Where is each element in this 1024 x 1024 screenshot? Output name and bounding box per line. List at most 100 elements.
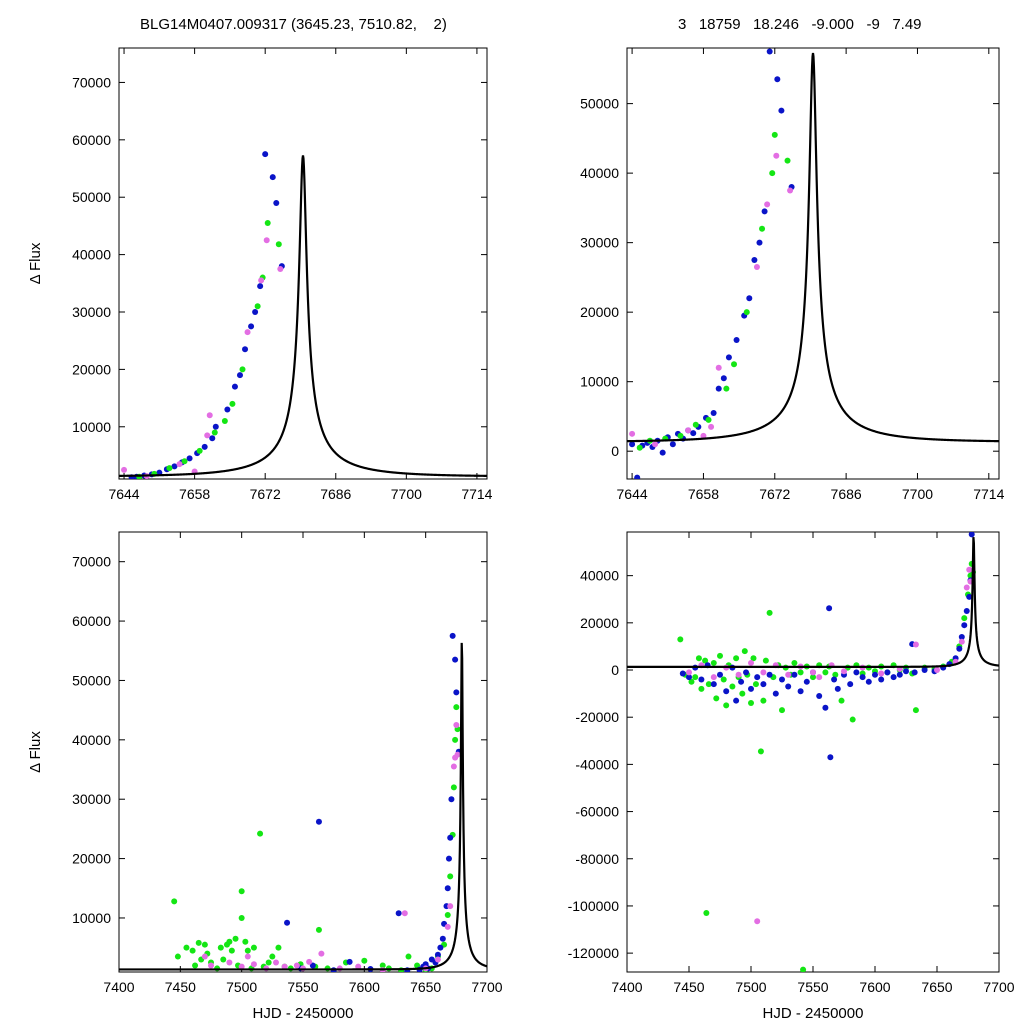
data-point-blue: [453, 689, 460, 696]
y-tick-label: 20000: [580, 304, 619, 320]
data-point-blue: [448, 796, 455, 803]
y-tick-label: 60000: [72, 613, 111, 629]
data-point-green: [269, 953, 276, 960]
panel-bottom-right: 7400 7450 7500 7550 7600 7650 7700 -120000 -1000…: [568, 531, 1015, 1022]
data-point-magenta: [934, 667, 940, 674]
data-point-magenta: [450, 763, 457, 770]
y-tick-label: 70000: [72, 74, 111, 90]
data-point-magenta: [963, 584, 970, 591]
data-point-blue: [315, 818, 322, 825]
data-point-green: [244, 947, 251, 954]
data-point-blue: [760, 681, 767, 688]
plot-area: [119, 151, 487, 479]
data-point-green: [181, 458, 188, 465]
data-point-green: [797, 669, 804, 676]
x-tick-label: 7644: [108, 486, 139, 502]
data-point-magenta: [764, 201, 771, 208]
data-point-blue: [717, 671, 723, 678]
data-point-blue: [766, 48, 773, 55]
data-point-green: [743, 309, 750, 316]
y-tick-label: -60000: [575, 804, 619, 820]
data-point-green: [733, 655, 740, 662]
data-point-green: [849, 716, 856, 723]
y-tick-label: 60000: [72, 132, 111, 148]
y-tick-label: 0: [611, 662, 619, 678]
data-point-green: [379, 962, 386, 969]
data-point-magenta: [912, 641, 919, 648]
data-point-blue: [447, 834, 454, 841]
data-point-green: [189, 947, 196, 954]
x-tick-label: 7550: [797, 979, 828, 995]
data-point-magenta: [226, 959, 233, 966]
data-point-magenta: [710, 674, 717, 681]
data-point-blue: [242, 346, 249, 353]
x-tick-label: 7600: [859, 979, 890, 995]
data-point-blue: [445, 855, 452, 862]
data-point-green: [228, 947, 235, 954]
data-point-green: [779, 707, 785, 714]
data-point-green: [254, 303, 261, 310]
data-point-magenta: [966, 566, 973, 573]
data-point-blue: [201, 443, 208, 450]
y-tick-label: 70000: [72, 554, 111, 570]
x-tick-label: 7700: [391, 486, 422, 502]
plot-area: [627, 48, 999, 479]
data-point-magenta: [444, 923, 451, 930]
y-tick-label: 40000: [580, 568, 619, 584]
data-point-magenta: [277, 265, 284, 272]
data-point-green: [705, 416, 712, 423]
data-point-magenta: [121, 466, 128, 473]
data-point-green: [723, 702, 730, 709]
data-point-magenta: [816, 674, 823, 681]
data-point-green: [201, 941, 208, 948]
data-point-green: [677, 636, 684, 643]
data-point-green: [217, 944, 224, 951]
data-point-blue: [698, 676, 705, 683]
data-point-blue: [956, 645, 963, 652]
x-tick-label: 7700: [983, 979, 1014, 995]
data-point-blue: [452, 656, 459, 663]
plot-frame: [626, 531, 1000, 973]
data-point-blue: [803, 678, 810, 685]
data-point-green: [771, 131, 778, 138]
data-point-green: [239, 366, 246, 373]
x-tick-label: 7400: [611, 979, 642, 995]
data-point-magenta: [735, 671, 742, 678]
data-point-blue: [248, 323, 255, 330]
data-point-green: [769, 170, 776, 177]
data-point-magenta: [176, 461, 183, 468]
data-point-green: [452, 736, 459, 743]
x-tick-label: 7644: [617, 486, 648, 502]
data-point-green: [791, 659, 798, 666]
data-point-magenta: [201, 953, 208, 960]
y-axis-label: Δ Flux: [27, 242, 44, 284]
x-tick-label: 7658: [179, 486, 210, 502]
data-point-magenta: [250, 961, 257, 968]
data-point-blue: [772, 690, 779, 697]
data-point-magenta: [685, 427, 692, 434]
data-point-blue: [834, 685, 841, 692]
data-point-green: [232, 935, 239, 942]
y-tick-label: 50000: [580, 96, 619, 112]
data-point-blue: [690, 430, 697, 437]
data-point-magenta: [878, 670, 885, 677]
data-point-green: [229, 400, 236, 407]
plot-frame: [118, 531, 488, 973]
y-tick-label: 0: [611, 443, 619, 459]
data-point-green: [242, 938, 249, 945]
data-point-green: [405, 953, 412, 960]
data-point-blue: [715, 385, 722, 392]
data-point-blue: [968, 532, 975, 538]
data-point-green: [705, 681, 712, 688]
data-point-blue: [634, 474, 641, 479]
data-point-blue: [629, 441, 636, 448]
data-point-blue: [761, 208, 768, 215]
data-point-magenta: [652, 441, 659, 448]
data-point-green: [710, 659, 717, 666]
data-point-magenta: [753, 263, 760, 270]
y-tick-label: 30000: [72, 791, 111, 807]
plot-frame: [118, 47, 488, 480]
data-point-blue: [779, 676, 785, 683]
y-tick-label: -20000: [575, 709, 619, 725]
data-point-blue: [439, 935, 446, 942]
